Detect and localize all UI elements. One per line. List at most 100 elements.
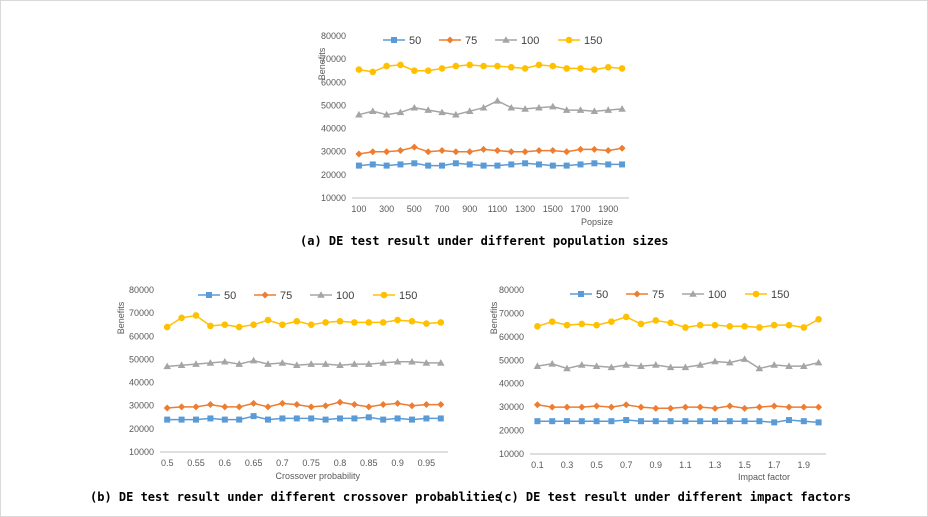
y-axis-label: Benefits: [116, 301, 126, 334]
series-50: [164, 413, 444, 423]
data-point: [235, 323, 243, 331]
data-point: [770, 402, 778, 410]
data-point: [533, 362, 542, 369]
y-tick-label: 30000: [499, 402, 524, 412]
x-tick-label: 1.1: [679, 460, 692, 470]
y-tick-label: 30000: [321, 147, 346, 157]
data-point: [369, 148, 377, 156]
data-point: [422, 359, 431, 366]
chart-a: 10000 20000 30000 40000 50000 60000 70000 80000…: [317, 31, 629, 227]
y-tick-label: 50000: [321, 100, 346, 110]
data-point: [549, 102, 557, 110]
series-75: [533, 401, 823, 412]
x-tick-label: 0.65: [245, 458, 263, 468]
data-point: [278, 359, 287, 366]
y-tick-label: 70000: [499, 308, 524, 318]
y-tick-label: 40000: [321, 124, 346, 134]
x-tick-label: 900: [462, 204, 477, 214]
x-tick-label: 500: [407, 204, 422, 214]
data-point: [618, 144, 626, 152]
data-point: [336, 361, 344, 369]
data-point: [480, 62, 487, 70]
data-point: [522, 160, 529, 167]
data-point: [740, 355, 749, 362]
series-100: [355, 97, 626, 118]
data-point: [666, 363, 675, 371]
data-point: [549, 62, 557, 70]
data-point: [336, 398, 344, 406]
data-point: [424, 106, 432, 113]
data-point: [408, 317, 416, 325]
data-point: [337, 415, 343, 422]
caption-c: (c) DE test result under different impac…: [497, 490, 852, 504]
data-point: [726, 418, 733, 425]
data-point: [394, 316, 401, 324]
x-tick-label: 0.7: [276, 458, 289, 468]
data-point: [494, 62, 501, 70]
x-tick-label: 1.5: [738, 460, 751, 470]
data-point: [618, 65, 626, 72]
data-point: [590, 107, 599, 115]
y-tick-label: 50000: [129, 354, 154, 364]
x-tick-label: 0.7: [620, 460, 633, 470]
data-point: [507, 148, 515, 156]
data-point: [549, 418, 556, 425]
x-tick-label: 0.5: [161, 458, 174, 468]
data-point: [379, 319, 387, 326]
y-tick-label: 10000: [321, 193, 346, 203]
data-point: [681, 403, 689, 411]
x-tick-label: 1900: [598, 204, 618, 214]
data-point: [770, 361, 778, 368]
data-point: [696, 403, 704, 411]
data-point: [382, 110, 391, 118]
data-point: [785, 362, 793, 369]
chart-c: 10000 20000 30000 40000 50000 60000 70000 80000…: [489, 285, 826, 482]
x-tick-label: 1.3: [709, 460, 722, 470]
legend-label: 50: [224, 290, 236, 302]
legend-marker: [502, 36, 510, 43]
data-point: [682, 418, 689, 425]
data-point: [164, 416, 171, 423]
legend-label: 75: [280, 290, 292, 302]
y-tick-label: 80000: [499, 285, 524, 295]
data-point: [479, 103, 488, 111]
legend-marker: [317, 291, 325, 298]
y-tick-label: 60000: [321, 77, 346, 87]
data-point: [178, 403, 186, 411]
data-point: [521, 65, 529, 72]
data-point: [163, 362, 171, 370]
x-tick-label: 0.5: [590, 460, 603, 470]
caption-a: (a) DE test result under different popul…: [300, 234, 669, 248]
x-tick-label: 0.8: [334, 458, 347, 468]
data-point: [741, 323, 748, 330]
data-point: [563, 65, 570, 72]
data-point: [521, 148, 529, 156]
data-point: [365, 414, 372, 421]
data-point: [711, 321, 719, 329]
data-point: [365, 319, 373, 326]
y-tick-label: 80000: [129, 285, 154, 295]
legend-label: 150: [584, 35, 602, 47]
legend-marker: [565, 36, 573, 44]
data-point: [667, 319, 674, 327]
x-tick-label: 1300: [515, 204, 535, 214]
data-point: [207, 415, 214, 422]
legend-marker: [380, 291, 388, 299]
legend-label: 50: [596, 289, 608, 301]
data-point: [278, 399, 286, 407]
data-point: [437, 319, 445, 326]
data-point: [756, 418, 763, 425]
data-point: [192, 312, 200, 319]
data-point: [396, 147, 404, 155]
data-point: [193, 416, 199, 423]
data-point: [466, 148, 474, 156]
series-100: [533, 355, 823, 372]
data-point: [452, 110, 460, 118]
data-point: [755, 403, 763, 411]
x-tick-label: 1700: [571, 204, 591, 214]
legend-label: 100: [708, 289, 726, 301]
series-100: [163, 356, 445, 370]
y-tick-label: 60000: [129, 331, 154, 341]
data-point: [696, 361, 704, 368]
data-point: [577, 145, 585, 153]
